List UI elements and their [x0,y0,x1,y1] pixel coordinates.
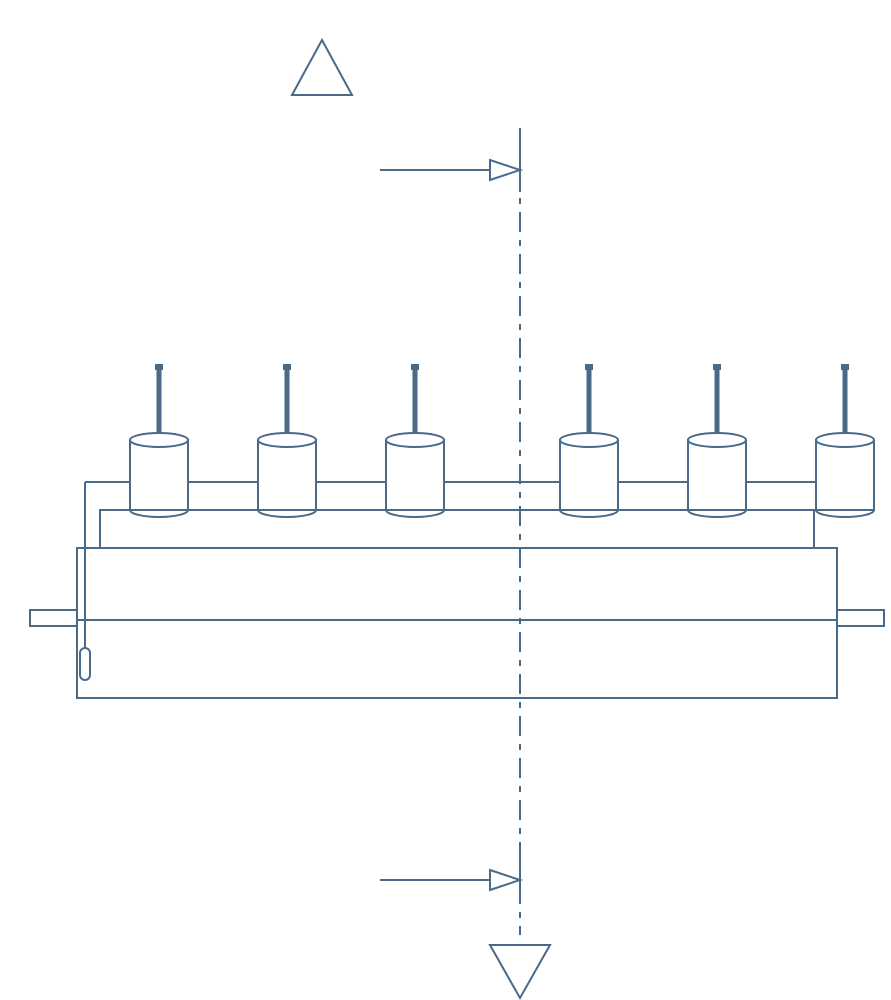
shaft-right [837,610,884,626]
technical-drawing [0,0,891,1000]
shaft-left [30,610,77,626]
drop-tip [80,648,90,680]
